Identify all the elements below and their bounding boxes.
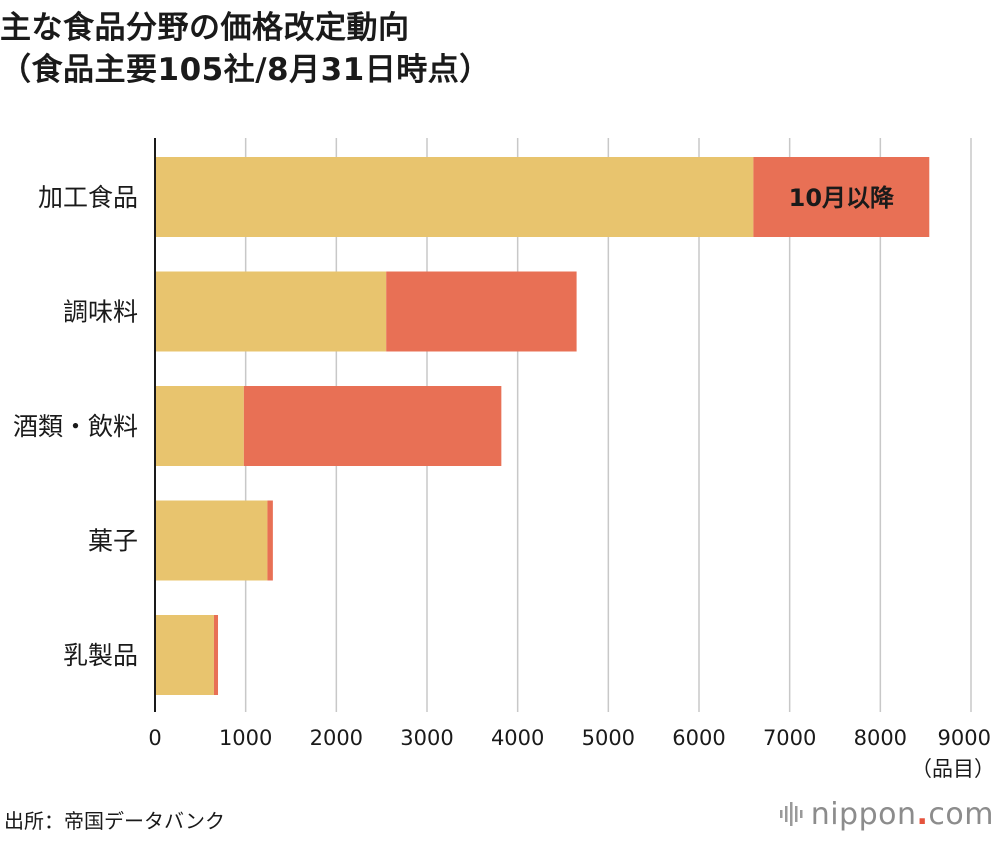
brand-dot: . bbox=[916, 796, 929, 832]
x-tick-label: 6000 bbox=[672, 726, 725, 750]
bar-segment-october-onward bbox=[243, 386, 502, 466]
brand-wordmark: nippon.com bbox=[811, 797, 994, 832]
x-tick-label: 3000 bbox=[400, 726, 453, 750]
x-tick-label: 4000 bbox=[491, 726, 544, 750]
annotation-label: 10月以降 bbox=[789, 184, 895, 212]
bar-segment-october-onward bbox=[213, 615, 219, 695]
chart-title: 主な食品分野の価格改定動向 bbox=[0, 10, 410, 46]
category-label: 加工食品 bbox=[38, 183, 138, 212]
brand-tld: com bbox=[928, 796, 994, 832]
x-axis-unit-label: （品目） bbox=[911, 757, 995, 781]
bars bbox=[155, 157, 930, 695]
bar-segment-october-onward bbox=[267, 500, 273, 581]
x-tick-label: 0 bbox=[148, 726, 161, 750]
x-tick-label: 5000 bbox=[582, 726, 635, 750]
chart-subtitle: （食品主要105社/8月31日時点） bbox=[0, 52, 491, 88]
x-tick-label: 2000 bbox=[310, 726, 363, 750]
category-label: 酒類・飲料 bbox=[13, 412, 138, 441]
x-tick-labels: 0 1000 2000 3000 4000 5000 6000 7000 8000 9000 bbox=[148, 726, 991, 750]
brand-logo: nippon.com bbox=[779, 796, 994, 832]
x-tick-label: 9000 bbox=[938, 726, 991, 750]
category-label: 菓子 bbox=[88, 527, 138, 556]
bar-segment-before-october bbox=[155, 386, 244, 466]
x-tick-label: 8000 bbox=[854, 726, 907, 750]
bar-segment-october-onward bbox=[386, 271, 577, 352]
bar-segment-before-october bbox=[155, 271, 387, 352]
category-label: 調味料 bbox=[63, 298, 138, 327]
source-note: 出所：帝国データバンク bbox=[4, 809, 225, 833]
sound-wave-icon bbox=[779, 802, 803, 826]
category-label: 乳製品 bbox=[63, 641, 138, 670]
bar-segment-before-october bbox=[155, 157, 754, 237]
bar-segment-before-october bbox=[155, 615, 214, 695]
x-tick-label: 1000 bbox=[219, 726, 272, 750]
x-tick-label: 7000 bbox=[763, 726, 816, 750]
brand-name: nippon bbox=[810, 796, 917, 832]
bar-segment-before-october bbox=[155, 500, 268, 581]
bar-segment-october-onward bbox=[753, 157, 930, 237]
